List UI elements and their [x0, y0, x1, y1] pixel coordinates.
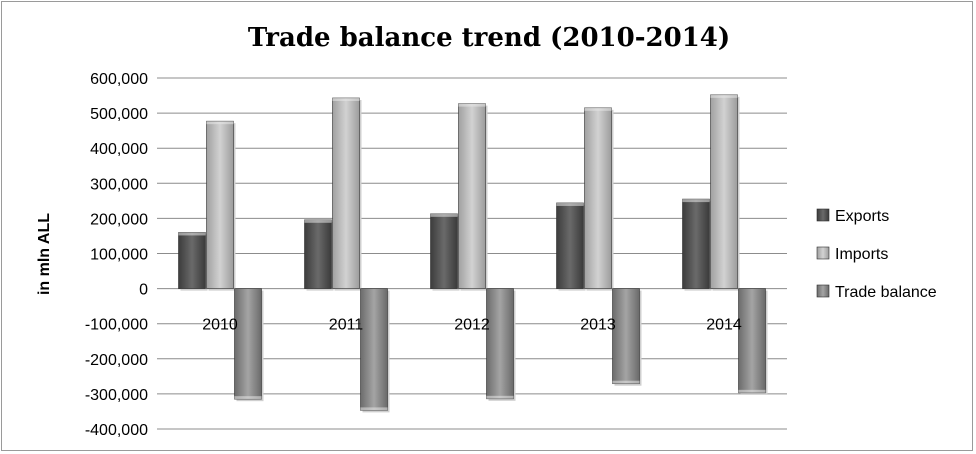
bar-body	[584, 107, 612, 289]
bar-imports-2013	[584, 107, 614, 291]
y-tick-label: 300,000	[90, 176, 148, 193]
bar-edge	[458, 103, 486, 107]
legend-swatch	[816, 284, 830, 298]
bar-body	[682, 198, 710, 289]
bar-exports-2012	[430, 213, 460, 291]
bar-body	[178, 232, 206, 289]
bar-exports-2013	[556, 202, 586, 291]
bar-imports-2011	[332, 97, 362, 291]
bar-body	[486, 288, 514, 400]
bar-body	[430, 213, 458, 289]
bar-imports-2010	[206, 120, 236, 291]
x-axis-categories: 2010 2011 2012 2013 2014	[202, 317, 742, 334]
bar-edge	[710, 94, 738, 98]
x-category-label: 2012	[454, 317, 490, 334]
x-category-label: 2013	[580, 317, 616, 334]
legend-label: Exports	[835, 208, 889, 225]
legend: Exports Imports Trade balance	[816, 208, 937, 301]
legend-swatch	[816, 208, 830, 222]
bar-edge	[360, 407, 388, 411]
bar-body	[556, 202, 584, 289]
y-tick-label: -200,000	[85, 352, 148, 369]
chart-title: Trade balance trend (2010-2014)	[248, 23, 730, 53]
bar-body	[234, 288, 262, 400]
legend-swatch	[816, 246, 830, 260]
bar-exports-2014	[682, 198, 712, 291]
x-category-label: 2010	[202, 317, 238, 334]
bar-edge	[682, 199, 710, 203]
legend-label: Trade balance	[835, 284, 937, 301]
bar-trade-balance-2014	[738, 288, 768, 395]
bar-trade-balance-2011	[360, 288, 390, 413]
bar-exports-2011	[304, 219, 334, 291]
bar-body	[738, 288, 766, 394]
y-axis-ticks: 600,000 500,000 400,000 300,000 200,000 100,0…	[85, 71, 148, 439]
bar-edge	[178, 232, 206, 236]
y-tick-label: 0	[139, 282, 148, 299]
bar-exports-2010	[178, 232, 208, 291]
bar-edge	[430, 213, 458, 217]
bars	[178, 94, 768, 413]
x-category-label: 2014	[706, 317, 742, 334]
bar-edge	[486, 395, 514, 399]
bar-body	[612, 288, 640, 385]
bar-body	[332, 97, 360, 289]
y-tick-label: -300,000	[85, 387, 148, 404]
bar-imports-2012	[458, 103, 488, 291]
bar-trade-balance-2013	[612, 288, 642, 386]
bar-imports-2014	[710, 94, 740, 291]
bar-edge	[738, 389, 766, 393]
y-axis-label: in mln ALL	[36, 213, 53, 295]
bar-body	[710, 94, 738, 289]
bar-edge	[612, 380, 640, 384]
y-tick-label: -100,000	[85, 317, 148, 334]
bar-body	[458, 103, 486, 289]
bar-edge	[234, 396, 262, 400]
bar-edge	[584, 107, 612, 111]
bar-body	[206, 120, 234, 289]
bar-edge	[206, 121, 234, 125]
bar-edge	[304, 219, 332, 223]
y-tick-label: 200,000	[90, 211, 148, 228]
bar-trade-balance-2012	[486, 288, 516, 401]
bar-edge	[556, 202, 584, 206]
bar-trade-balance-2010	[234, 288, 264, 402]
bar-edge	[332, 98, 360, 102]
y-tick-label: 500,000	[90, 106, 148, 123]
x-category-label: 2011	[329, 317, 364, 334]
y-tick-label: -400,000	[85, 422, 148, 439]
y-tick-label: 400,000	[90, 141, 148, 158]
legend-label: Imports	[835, 246, 888, 263]
y-tick-label: 600,000	[90, 71, 148, 88]
bar-body	[360, 288, 388, 411]
y-tick-label: 100,000	[90, 247, 148, 264]
bar-body	[304, 219, 332, 289]
